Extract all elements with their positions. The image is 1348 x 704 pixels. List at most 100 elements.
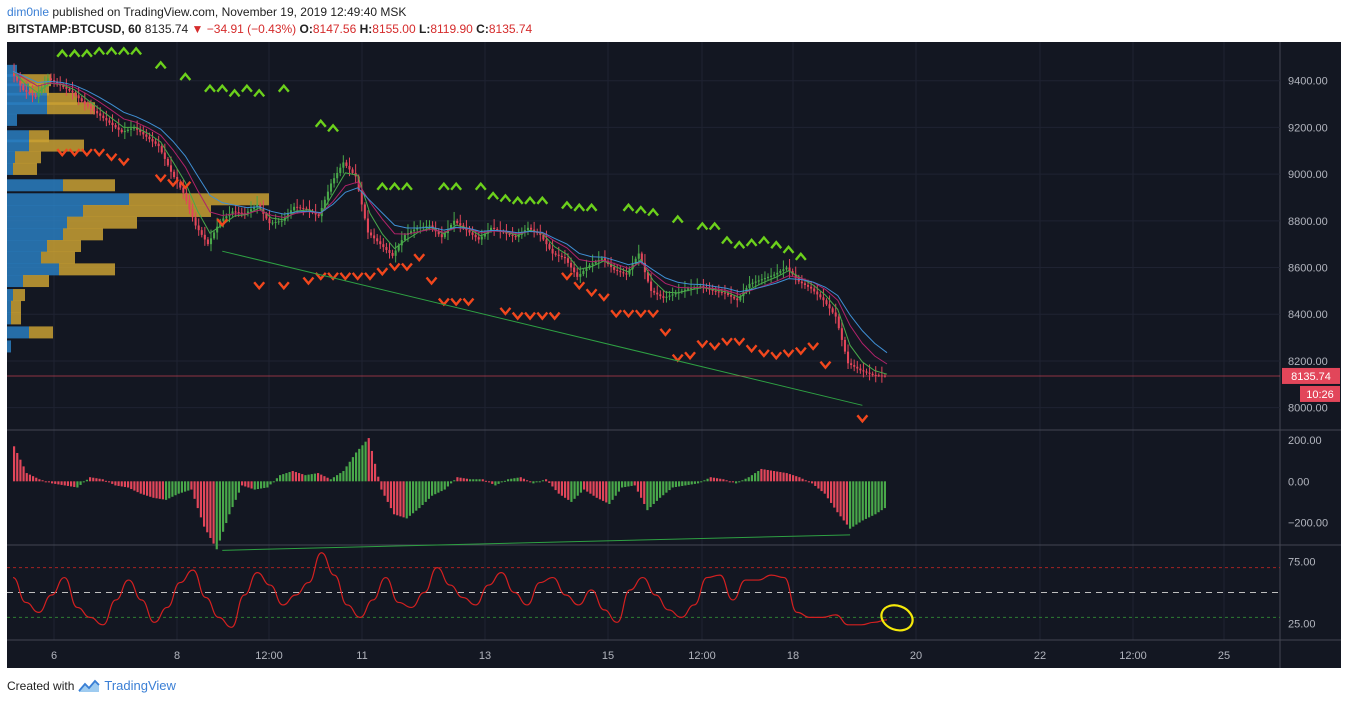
oscillator-bar <box>595 481 598 498</box>
candle-body <box>194 217 197 226</box>
chart-canvas[interactable]: 6 8 12:00 11 13 15 12:00 18 20 22 12:00 25 9400.00 92… <box>7 42 1341 668</box>
candle-body <box>859 368 862 371</box>
created-with-text: Created with <box>7 678 75 693</box>
oscillator-bar <box>117 481 120 486</box>
oscillator-bar <box>548 481 551 483</box>
oscillator-bar <box>345 466 348 482</box>
publish-info: dim0nle published on TradingView.com, No… <box>7 5 406 19</box>
oscillator-bar <box>44 481 47 483</box>
candle-body <box>379 241 382 245</box>
tradingview-brand-link[interactable]: TradingView <box>104 678 176 693</box>
oscillator-bar <box>731 481 734 483</box>
candle-body <box>736 298 739 301</box>
candle-body <box>277 221 280 223</box>
oscillator-bar <box>646 481 649 511</box>
candle-body <box>385 247 388 251</box>
oscillator-bar <box>389 481 392 509</box>
countdown-label: 10:26 <box>1306 389 1334 401</box>
oscillator-bar <box>370 450 373 482</box>
oscillator-bar <box>684 481 687 486</box>
signal-down-arrow <box>302 276 315 286</box>
volume-profile-bar <box>7 300 11 313</box>
oscillator-bar <box>703 480 706 482</box>
candle-body <box>268 218 271 224</box>
oscillator-bar <box>234 481 237 500</box>
oscillator-bar <box>643 481 646 504</box>
candle-body <box>563 257 566 259</box>
candle-body <box>523 230 526 233</box>
volume-profile-bar <box>7 193 129 206</box>
oscillator-bar <box>459 477 462 482</box>
oscillator-bar <box>241 481 244 486</box>
oscillator-bar <box>624 481 627 487</box>
oscillator-bar <box>415 481 418 511</box>
signal-up-arrow <box>240 83 253 93</box>
candle-body <box>345 162 348 166</box>
signal-down-arrow <box>573 281 586 291</box>
oscillator-bar <box>285 473 288 482</box>
candle-body <box>240 212 243 214</box>
candle-body <box>145 134 148 137</box>
volume-profile-bar <box>7 275 23 288</box>
candle-body <box>646 272 650 282</box>
candle-body <box>591 263 594 266</box>
candle-body <box>711 289 714 291</box>
oscillator-bar <box>541 480 544 482</box>
candle-body <box>640 253 643 263</box>
volume-profile-bar <box>7 92 47 105</box>
x-axis-tick-label: 12:00 <box>1119 650 1147 662</box>
oscillator-bar <box>532 481 535 484</box>
candle-body <box>822 297 825 301</box>
oscillator-bar <box>690 481 693 485</box>
oscillator-bar <box>494 481 497 486</box>
oscillator-bar <box>750 475 753 482</box>
candle-body <box>665 296 668 298</box>
signal-up-arrow <box>794 251 807 261</box>
oscillator-bar <box>263 481 266 489</box>
oscillator-bar <box>586 481 589 492</box>
oscillator-bar <box>212 481 215 544</box>
candle-body <box>96 111 99 114</box>
candle-body <box>302 207 305 209</box>
countdown-tag <box>1300 385 1340 402</box>
oscillator-bar <box>28 474 31 482</box>
publisher-link[interactable]: dim0nle <box>7 5 50 19</box>
signal-down-arrow <box>179 181 192 190</box>
candle-body <box>182 187 185 193</box>
oscillator-bar <box>472 479 475 482</box>
oscillator-bar <box>184 481 187 492</box>
signal-down-arrow <box>794 346 807 356</box>
volume-profile-bar <box>83 204 211 217</box>
signal-up-arrow <box>179 72 192 81</box>
candle-body <box>37 92 40 98</box>
signal-up-arrow <box>56 48 69 58</box>
oscillator-bar <box>174 481 177 496</box>
candle-body <box>450 224 453 229</box>
ema-slow-line <box>12 70 888 354</box>
signal-up-arrow <box>708 221 721 231</box>
volume-profile-bar <box>129 193 269 206</box>
x-axis-tick-label: 8 <box>174 650 180 662</box>
price-axis-label: 8000.00 <box>1288 403 1328 415</box>
oscillator-bar <box>139 481 142 494</box>
signal-down-arrow <box>450 297 463 307</box>
oscillator-bar <box>716 478 719 482</box>
candle-body <box>163 152 166 159</box>
footer: Created with TradingView <box>7 678 176 693</box>
candle-body <box>514 236 517 238</box>
candle-body <box>610 264 613 267</box>
candle-body <box>717 291 720 293</box>
candle-body <box>794 274 797 279</box>
volume-profile-bar <box>63 228 103 241</box>
oscillator-bar <box>79 481 82 485</box>
oscillator-bar <box>339 473 342 482</box>
oscillator-bar <box>589 481 592 494</box>
candle-body <box>659 294 662 297</box>
oscillator-bar <box>209 481 212 538</box>
signal-up-arrow <box>327 123 339 133</box>
oscillator-bar <box>402 481 405 518</box>
oscillator-bar <box>712 477 715 482</box>
oscillator-bar <box>22 466 25 482</box>
oscillator-bar <box>70 481 73 487</box>
x-axis-tick-label: 15 <box>602 650 614 662</box>
